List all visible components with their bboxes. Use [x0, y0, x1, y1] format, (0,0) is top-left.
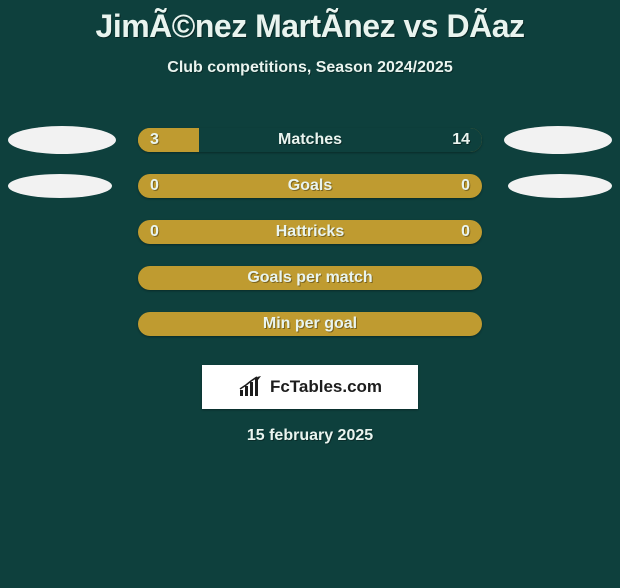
player-right-oval	[508, 174, 612, 198]
stat-row: Goals per match	[0, 255, 620, 301]
stat-label: Goals per match	[138, 266, 482, 290]
brand-badge: FcTables.com	[202, 365, 418, 409]
stat-label: Matches	[138, 128, 482, 152]
stat-label: Min per goal	[138, 312, 482, 336]
stat-bar: 00Hattricks	[138, 220, 482, 244]
stat-row: 00Hattricks	[0, 209, 620, 255]
date-label: 15 february 2025	[0, 427, 620, 445]
player-right-oval	[504, 126, 612, 154]
brand-text: FcTables.com	[270, 377, 382, 397]
page-title: JimÃ©nez MartÃ­nez vs DÃ­az	[0, 8, 620, 45]
stat-row: Min per goal	[0, 301, 620, 347]
stat-bar: 314Matches	[138, 128, 482, 152]
stat-bar: Min per goal	[138, 312, 482, 336]
stat-bar: Goals per match	[138, 266, 482, 290]
stat-bar: 00Goals	[138, 174, 482, 198]
chart-icon	[238, 376, 264, 398]
stat-row: 00Goals	[0, 163, 620, 209]
page-subtitle: Club competitions, Season 2024/2025	[0, 59, 620, 77]
player-left-oval	[8, 174, 112, 198]
stat-rows-container: 314Matches 00Goals 00Hattricks Goals per ma…	[0, 117, 620, 347]
player-left-oval	[8, 126, 116, 154]
stat-label: Hattricks	[138, 220, 482, 244]
stat-row: 314Matches	[0, 117, 620, 163]
stat-label: Goals	[138, 174, 482, 198]
